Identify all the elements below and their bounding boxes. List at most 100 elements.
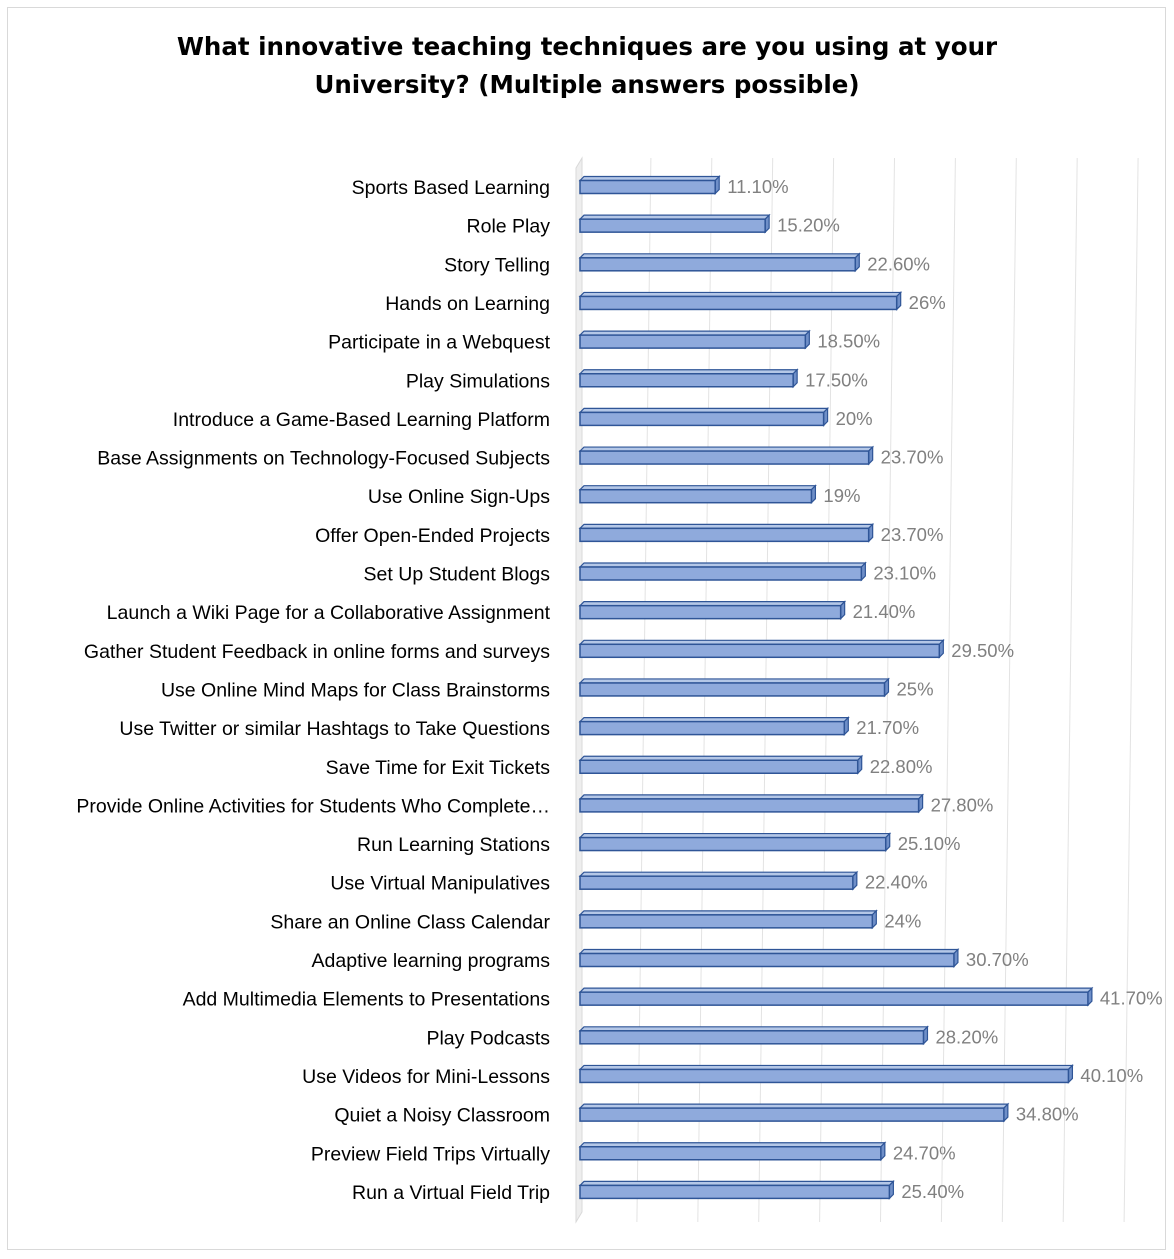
- data-label: 27.80%: [931, 794, 994, 815]
- data-label: 24.70%: [893, 1142, 956, 1163]
- bar-front-face: [579, 1146, 882, 1161]
- bar-front-face: [579, 991, 1089, 1006]
- category-label: Launch a Wiki Page for a Collaborative A…: [107, 602, 551, 624]
- bar-front-face: [579, 836, 887, 852]
- bar-front-face: [579, 952, 955, 968]
- data-label: 22.40%: [865, 872, 928, 893]
- bar: [578, 1179, 895, 1200]
- category-label: Role Play: [467, 216, 551, 238]
- bar-front-face: [579, 334, 807, 349]
- bars: [578, 175, 1094, 1200]
- data-label: 34.80%: [1016, 1104, 1079, 1125]
- data-label: 25.40%: [901, 1181, 964, 1202]
- data-label: 30.70%: [966, 949, 1029, 970]
- category-label: Use Videos for Mini-Lessons: [302, 1066, 550, 1088]
- chart-title-line-2: University? (Multiple answers possible): [314, 70, 860, 99]
- data-label: 29.50%: [951, 640, 1014, 661]
- data-label: 17.50%: [805, 369, 868, 390]
- bar-front-face: [579, 179, 716, 195]
- data-label: 20%: [836, 408, 873, 429]
- bar: [578, 909, 878, 930]
- category-label: Adaptive learning programs: [312, 950, 551, 972]
- bar: [578, 213, 771, 234]
- bar: [578, 1141, 887, 1162]
- data-label: 22.80%: [870, 756, 933, 777]
- gridline: [1123, 157, 1139, 1223]
- data-label: 15.20%: [777, 215, 840, 236]
- chart-title: What innovative teaching techniques are …: [0, 28, 1174, 104]
- bar-front-face: [579, 798, 920, 813]
- data-label: 23.70%: [881, 447, 944, 468]
- category-labels: Sports Based Learning Role Play Story Tell…: [76, 177, 550, 1204]
- bar-front-face: [579, 682, 886, 697]
- bar: [578, 986, 1094, 1007]
- category-label: Run a Virtual Field Trip: [352, 1182, 550, 1204]
- bar-front-face: [579, 604, 842, 620]
- data-label: 11.10%: [727, 176, 788, 197]
- bar: [578, 522, 875, 543]
- bar-front-face: [579, 411, 825, 427]
- data-label: 21.70%: [856, 717, 919, 738]
- category-label: Save Time for Exit Tickets: [326, 757, 551, 779]
- category-label: Provide Online Activities for Students W…: [76, 795, 550, 817]
- category-label: Participate in a Webquest: [328, 332, 550, 354]
- bar: [578, 368, 799, 389]
- bar: [578, 716, 850, 737]
- bar: [578, 793, 925, 814]
- bar-front-face: [579, 1107, 1005, 1122]
- data-label: 28.20%: [935, 1026, 998, 1047]
- bar-front-face: [579, 720, 846, 736]
- bar-front-face: [579, 875, 854, 890]
- bar: [578, 754, 864, 775]
- bar-front-face: [579, 566, 863, 581]
- category-label: Sports Based Learning: [352, 177, 550, 199]
- bar-front-face: [579, 1030, 925, 1045]
- bar: [578, 948, 960, 968]
- category-label: Add Multimedia Elements to Presentations: [183, 989, 551, 1011]
- bar: [578, 1025, 929, 1046]
- data-label: 19%: [823, 485, 860, 506]
- category-label: Use Twitter or similar Hashtags to Take …: [119, 718, 550, 740]
- bar: [578, 638, 945, 659]
- bar-front-face: [579, 373, 794, 388]
- category-label: Share an Online Class Calendar: [270, 911, 550, 933]
- gridline: [1062, 157, 1078, 1223]
- bar: [578, 677, 890, 698]
- bar: [578, 561, 867, 582]
- bar: [578, 445, 875, 466]
- bar: [578, 291, 903, 311]
- bar-front-face: [579, 488, 813, 504]
- data-label: 25%: [897, 678, 934, 699]
- category-label: Use Online Sign-Ups: [368, 486, 550, 508]
- category-label: Run Learning Stations: [357, 834, 550, 856]
- category-label: Story Telling: [444, 254, 550, 276]
- bar: [578, 406, 830, 427]
- bar-front-face: [579, 218, 766, 233]
- bar-front-face: [579, 295, 898, 311]
- bar-front-face: [579, 914, 874, 929]
- category-label: Introduce a Game-Based Learning Platform: [173, 409, 550, 431]
- bar-front-face: [579, 1068, 1070, 1084]
- data-label: 25.10%: [898, 833, 961, 854]
- bar: [578, 870, 859, 891]
- category-label: Base Assignments on Technology-Focused S…: [97, 448, 550, 470]
- category-label: Play Simulations: [406, 370, 550, 392]
- bar: [578, 600, 847, 621]
- category-label: Use Online Mind Maps for Class Brainstor…: [161, 679, 550, 701]
- bar: [578, 484, 817, 505]
- category-label: Play Podcasts: [426, 1027, 550, 1049]
- bar: [578, 329, 811, 350]
- bar: [578, 832, 892, 852]
- category-label: Use Virtual Manipulatives: [330, 873, 550, 895]
- data-label: 26%: [909, 292, 946, 313]
- data-label: 21.40%: [853, 601, 916, 622]
- data-label: 40.10%: [1080, 1065, 1143, 1086]
- category-label: Set Up Student Blogs: [364, 564, 551, 586]
- bar: [578, 1102, 1010, 1123]
- bar: [578, 252, 861, 273]
- category-label: Offer Open-Ended Projects: [315, 525, 550, 547]
- data-label: 18.50%: [817, 331, 880, 352]
- data-label: 23.10%: [873, 563, 936, 584]
- bar: [578, 175, 721, 195]
